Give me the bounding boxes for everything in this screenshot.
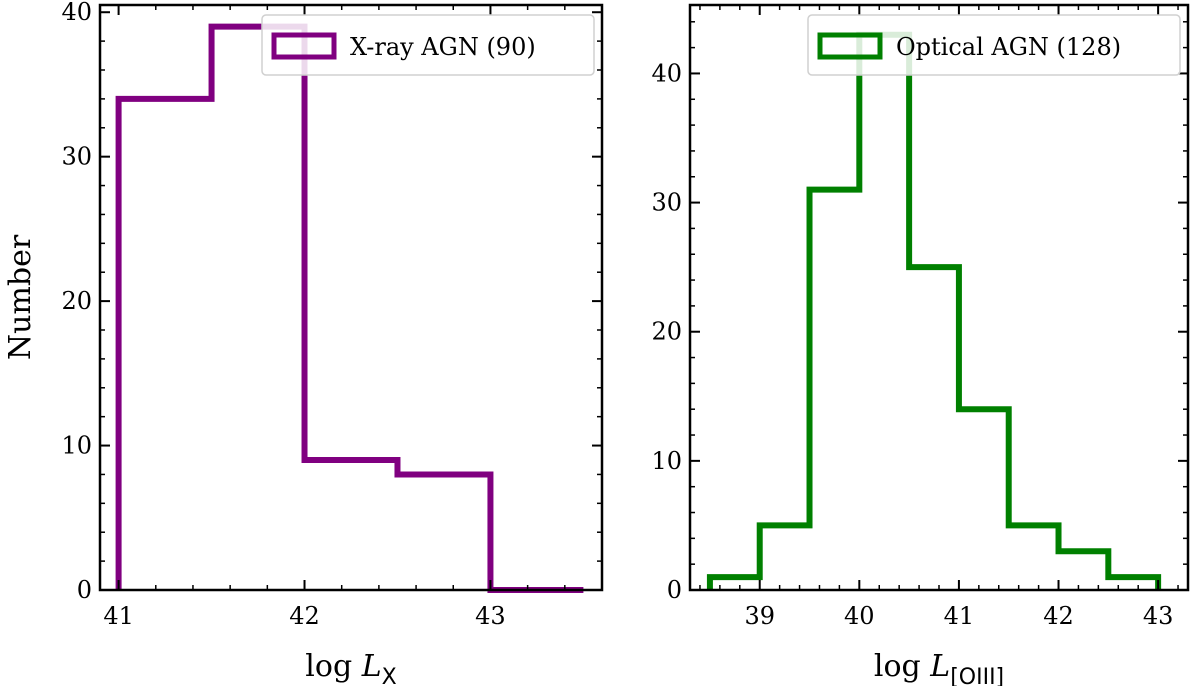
legend-box xyxy=(807,14,1181,76)
histogram-bar xyxy=(212,27,305,590)
x-tick-label: 42 xyxy=(1043,602,1074,630)
histogram-bar xyxy=(959,409,1009,590)
y-tick-label: 30 xyxy=(61,143,92,171)
y-tick-label: 40 xyxy=(61,0,92,26)
histogram-bar xyxy=(760,525,810,590)
y-tick-label: 10 xyxy=(61,432,92,460)
x-tick-label: 39 xyxy=(744,602,775,630)
y-tick-label: 20 xyxy=(651,318,682,346)
y-axis-label: Number xyxy=(3,234,38,360)
optical-histogram-panel: 39 40 41 42 43 0 10 20 30 40 Optical AGN (128) log … xyxy=(651,3,1190,686)
y-tick-label: 0 xyxy=(77,576,92,604)
histogram-bar xyxy=(397,474,490,590)
x-tick-label: 42 xyxy=(289,602,320,630)
histogram-bar xyxy=(909,267,959,590)
legend-swatch xyxy=(817,32,883,60)
histogram-bar xyxy=(810,190,860,590)
legend-label: Optical AGN (128) xyxy=(896,33,1121,61)
y-tick-label: 10 xyxy=(651,447,682,475)
histogram-outline xyxy=(115,23,584,593)
axes-frame xyxy=(98,3,604,592)
histogram-bar xyxy=(1059,551,1109,590)
xray-histogram-panel: 41 42 43 0 10 20 30 40 X-ray AGN (90) log LX Numbe… xyxy=(3,0,604,686)
x-axis-label-main: log xyxy=(305,649,361,684)
histogram-bar xyxy=(1009,525,1059,590)
histogram-bar xyxy=(859,35,909,590)
x-tick-label: 40 xyxy=(844,602,875,630)
histogram-outline xyxy=(706,31,1162,590)
legend-swatch xyxy=(271,32,337,60)
legend-label: X-ray AGN (90) xyxy=(350,33,536,61)
y-tick-label: 0 xyxy=(667,576,682,604)
legend-box xyxy=(261,14,595,76)
axes-frame xyxy=(688,3,1190,592)
histogram-bar xyxy=(119,99,212,590)
y-tick-label: 40 xyxy=(651,59,682,87)
x-axis-label: log L[OIII] xyxy=(874,649,1004,686)
x-axis-label-symbol: L xyxy=(361,649,382,684)
x-tick-label: 43 xyxy=(1143,602,1174,630)
x-tick-label: 43 xyxy=(475,602,506,630)
y-tick-label: 20 xyxy=(61,287,92,315)
x-axis-label-symbol: L xyxy=(929,649,950,684)
y-tick-label: 30 xyxy=(651,189,682,217)
x-axis-label: log LX xyxy=(305,649,396,686)
x-tick-label: 41 xyxy=(103,602,134,630)
x-axis-label-subscript: [OIII] xyxy=(950,665,1004,686)
histogram-bar xyxy=(305,460,398,590)
x-tick-label: 41 xyxy=(944,602,975,630)
x-axis-label-subscript: X xyxy=(382,665,397,686)
x-axis-label-main: log xyxy=(874,649,930,684)
